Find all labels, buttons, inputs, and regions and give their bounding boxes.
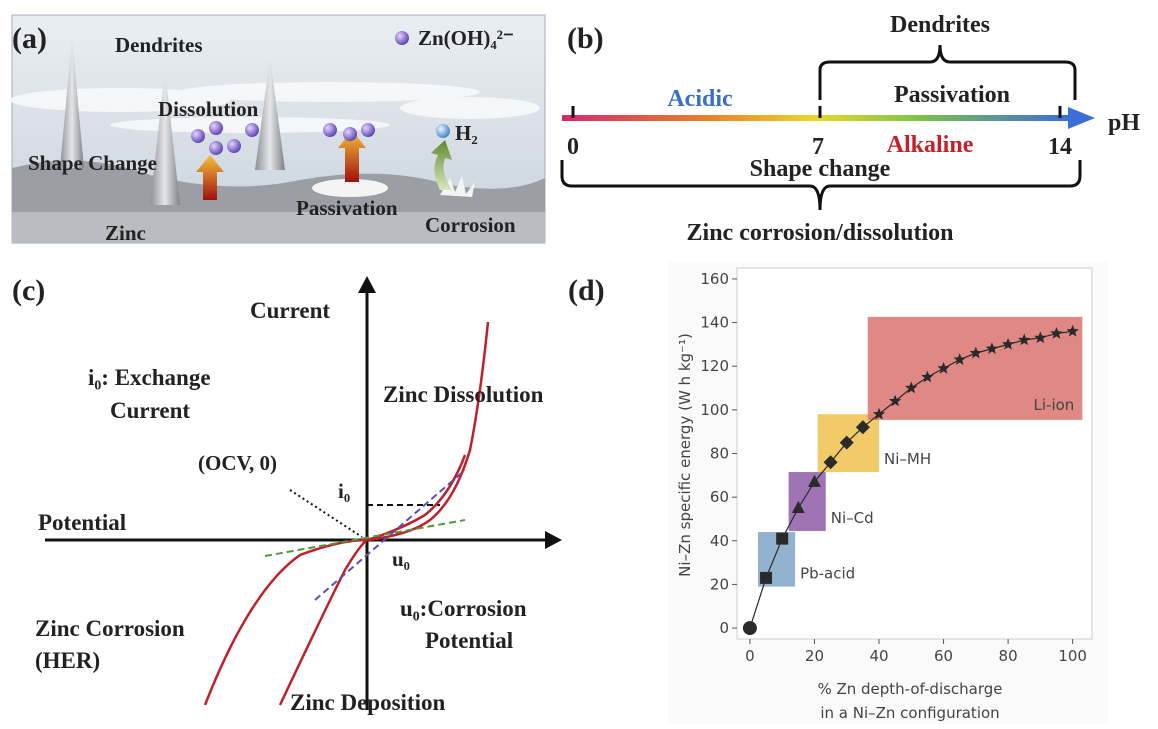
x-tick-label: 0 — [745, 647, 755, 665]
panel-a: (a) Dendrites Zn(OH)₄²⁻ Dissolution Shap… — [10, 15, 545, 245]
x-axis-label: % Zn depth-of-discharge — [817, 680, 1002, 698]
tick-label: 14 — [1048, 134, 1072, 160]
region-label: Pb-acid — [800, 565, 855, 583]
current-curve — [280, 455, 465, 705]
ph-scale — [562, 115, 1070, 121]
label: (OCV, 0) — [198, 451, 277, 475]
label: Corrosion — [425, 213, 516, 237]
axis-label: pH — [1108, 110, 1140, 136]
label: Shape Change — [28, 151, 157, 175]
marker — [776, 533, 788, 545]
pointer — [290, 490, 362, 537]
panel-label: (c) — [12, 274, 45, 307]
label: Dissolution — [158, 97, 259, 121]
y-tick-label: 140 — [700, 314, 729, 332]
region-label: Ni–Cd — [831, 509, 874, 527]
label: Current — [110, 398, 190, 423]
x-tick-label: 20 — [805, 647, 824, 665]
x-axis-label: in a Ni–Zn configuration — [820, 704, 999, 722]
y-tick-label: 60 — [710, 488, 729, 506]
y-tick-label: 40 — [710, 532, 729, 550]
label: Dendrites — [890, 12, 990, 38]
x-tick-label: 100 — [1058, 647, 1087, 665]
label: Shape change — [750, 156, 891, 182]
label: Zinc Corrosion — [35, 616, 185, 641]
y-tick-label: 120 — [700, 357, 729, 375]
region — [789, 472, 826, 531]
label: i₀ — [338, 479, 350, 503]
label: Zinc corrosion/dissolution — [687, 220, 954, 246]
region-label: Li-ion — [1034, 396, 1075, 414]
tangent-line — [265, 520, 465, 556]
y-tick-label: 0 — [719, 619, 729, 637]
marker — [760, 572, 772, 584]
x-tick-label: 80 — [999, 647, 1018, 665]
panel-label: (a) — [12, 22, 47, 55]
panel-label: (b) — [567, 22, 604, 55]
arrowhead — [358, 276, 376, 293]
panel-b: (b) Dendrites Passivation Acidic Alkalin… — [562, 12, 1140, 246]
arrowhead — [545, 531, 562, 549]
label: Zinc — [105, 221, 146, 245]
label: i₀: Exchange — [88, 365, 211, 390]
marker — [743, 621, 757, 635]
tick-label: 0 — [567, 134, 579, 160]
label: Acidic — [667, 86, 733, 112]
label: Zinc Dissolution — [383, 382, 544, 407]
axis-label: Potential — [38, 510, 126, 535]
label: (HER) — [35, 648, 100, 673]
figure: (a) Dendrites Zn(OH)₄²⁻ Dissolution Shap… — [0, 0, 1158, 729]
label: Zn(OH)₄²⁻ — [418, 26, 514, 50]
arrowhead — [1068, 107, 1095, 129]
panel-c: (c) Current Potential i₀: Exchange Curre… — [12, 274, 562, 715]
region-label: Ni–MH — [884, 450, 931, 468]
label: Zinc Deposition — [290, 690, 445, 715]
axis-label: Current — [250, 298, 330, 323]
hydrogen — [436, 124, 450, 138]
x-tick-label: 60 — [934, 647, 953, 665]
label: u₀ — [392, 547, 410, 571]
panel-d: (d) Ni–Zn specific energy (W h kg⁻¹) % Z… — [568, 262, 1108, 724]
y-tick-label: 80 — [710, 445, 729, 463]
y-tick-label: 20 — [710, 575, 729, 593]
y-tick-label: 160 — [700, 270, 729, 288]
label: Passivation — [296, 196, 398, 220]
label: Alkaline — [887, 132, 974, 158]
label: H₂ — [455, 121, 478, 145]
y-axis-label: Ni–Zn specific energy (W h kg⁻¹) — [676, 333, 694, 577]
label: Dendrites — [115, 33, 203, 57]
label: Passivation — [894, 82, 1010, 108]
label: u₀:Corrosion — [400, 596, 527, 621]
panel-label: (d) — [568, 274, 605, 307]
label: Potential — [425, 628, 513, 653]
y-tick-label: 100 — [700, 401, 729, 419]
x-tick-label: 40 — [869, 647, 888, 665]
